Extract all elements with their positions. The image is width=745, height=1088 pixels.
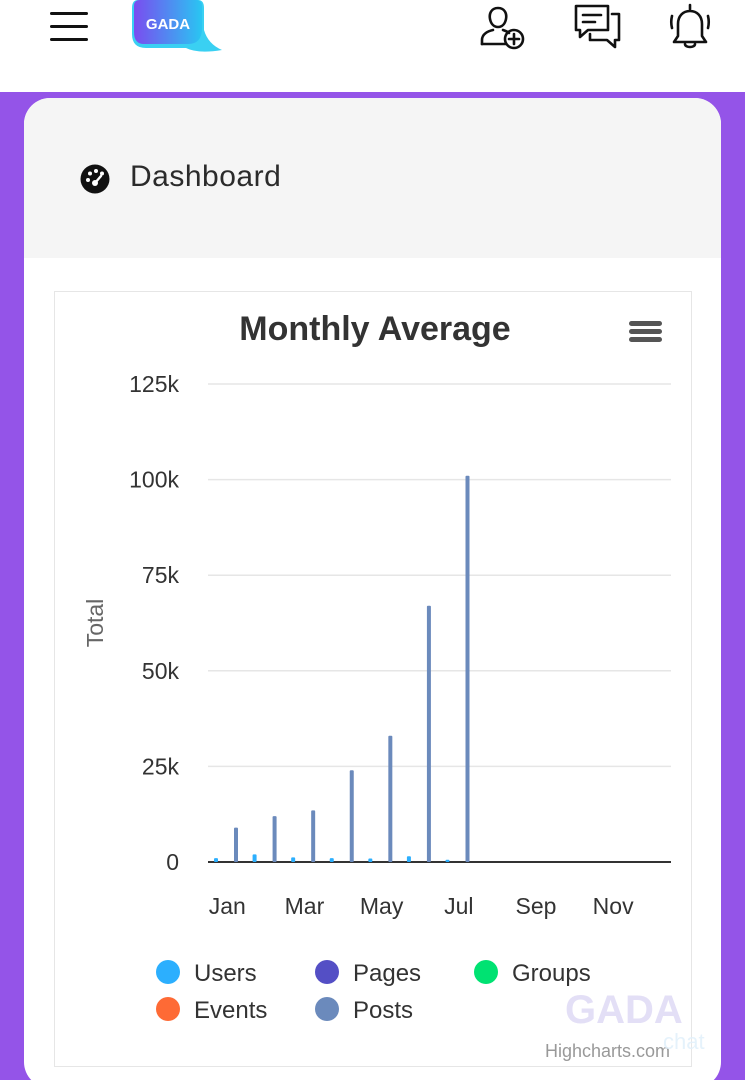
bar-posts[interactable]	[311, 810, 316, 862]
chart-container: Monthly Average 0 25k 50k 75k 100k 125k Total Ja…	[54, 291, 692, 1067]
chart-title: Monthly Average	[239, 310, 510, 348]
chat-icon[interactable]	[572, 2, 622, 52]
y-tick-label: 125k	[129, 371, 179, 397]
bar-posts[interactable]	[349, 770, 354, 862]
x-tick-label: Sep	[515, 893, 556, 919]
card-header: Dashboard	[24, 98, 721, 258]
bar-users[interactable]	[406, 856, 411, 862]
bar-posts[interactable]	[272, 816, 277, 862]
gada-chat-watermark: GADA chat	[565, 985, 715, 1055]
bar-posts[interactable]	[465, 475, 470, 862]
svg-text:Events: Events	[194, 997, 267, 1024]
chart-credits[interactable]: Highcharts.com	[545, 1041, 670, 1061]
legend-item-pages[interactable]: Pages	[315, 960, 421, 987]
bar-posts[interactable]	[388, 735, 393, 862]
watermark-logo-text: GADA	[565, 988, 683, 1032]
svg-text:Users: Users	[194, 960, 257, 987]
bar-posts[interactable]	[234, 827, 238, 862]
chart-context-menu-icon[interactable]	[629, 321, 662, 342]
legend-item-events[interactable]: Events	[156, 997, 267, 1024]
monthly-average-chart: Monthly Average 0 25k 50k 75k 100k 125k Total Ja…	[82, 310, 671, 1061]
bell-icon[interactable]	[666, 2, 716, 52]
y-tick-label: 50k	[142, 658, 180, 684]
page-title: Dashboard	[130, 160, 282, 193]
dashboard-gauge-icon	[80, 164, 110, 194]
bar-users[interactable]	[291, 857, 296, 862]
x-tick-label: Jul	[444, 893, 473, 919]
logo[interactable]: GADA	[128, 0, 224, 58]
x-tick-label: Nov	[593, 893, 634, 919]
y-tick-label: 100k	[129, 467, 179, 493]
top-bar: GADA	[0, 0, 745, 92]
svg-text:Pages: Pages	[353, 960, 421, 987]
bar-users[interactable]	[368, 858, 373, 862]
legend-item-groups[interactable]: Groups	[474, 960, 591, 987]
hamburger-menu-icon[interactable]	[50, 9, 90, 41]
bar-users[interactable]	[252, 854, 257, 862]
svg-text:Posts: Posts	[353, 997, 413, 1024]
bar-users[interactable]	[329, 858, 334, 862]
svg-text:chat: chat	[663, 1029, 705, 1054]
bar-users[interactable]	[214, 858, 218, 862]
x-tick-label: Jan	[209, 893, 246, 919]
y-axis-title: Total	[82, 599, 108, 648]
bar-posts[interactable]	[426, 605, 431, 862]
bar-users[interactable]	[445, 859, 450, 862]
y-tick-label: 25k	[142, 753, 180, 779]
add-user-icon[interactable]	[478, 2, 528, 52]
y-tick-label: 0	[166, 849, 179, 875]
x-tick-label: Mar	[285, 893, 325, 919]
logo-text: GADA	[146, 16, 190, 33]
y-tick-label: 75k	[142, 562, 180, 588]
x-tick-label: May	[360, 893, 404, 919]
legend-item-users[interactable]: Users	[156, 960, 257, 987]
legend-item-posts[interactable]: Posts	[315, 997, 413, 1024]
svg-text:Groups: Groups	[512, 960, 591, 987]
